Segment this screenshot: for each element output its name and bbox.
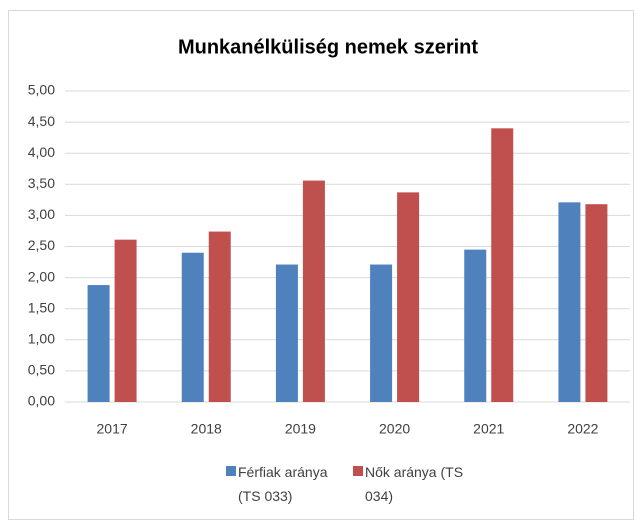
x-tick-label: 2022 (567, 421, 598, 437)
legend-swatch (353, 466, 363, 476)
bar (181, 252, 204, 402)
y-tick-label: 5,00 (28, 82, 55, 98)
y-tick-label: 1,00 (28, 331, 55, 347)
bar (87, 285, 110, 402)
chart-title: Munkanélküliség nemek szerint (178, 36, 478, 58)
bar (491, 128, 514, 402)
bar (558, 202, 581, 402)
bar (208, 231, 231, 402)
x-tick-label: 2020 (379, 421, 410, 437)
legend-swatch (226, 466, 236, 476)
legend-label: Férfiak aránya (TS 033) (238, 464, 328, 504)
y-tick-label: 4,50 (28, 113, 55, 129)
y-tick-label: 2,00 (28, 268, 55, 284)
bar (397, 192, 420, 402)
bar (114, 239, 137, 402)
legend-label: Nők aránya (TS 034) (365, 464, 464, 504)
y-tick-label: 0,00 (28, 393, 55, 409)
y-tick-label: 1,50 (28, 299, 55, 315)
y-tick-label: 3,50 (28, 175, 55, 191)
y-tick-label: 2,50 (28, 237, 55, 253)
bar (370, 264, 393, 402)
x-tick-label: 2017 (97, 421, 128, 437)
x-tick-label: 2018 (191, 421, 222, 437)
bar (585, 204, 608, 402)
bar (464, 249, 487, 402)
y-tick-label: 4,00 (28, 144, 55, 160)
y-tick-label: 3,00 (28, 206, 55, 222)
x-tick-label: 2021 (473, 421, 504, 437)
bar (302, 180, 325, 402)
x-tick-label: 2019 (285, 421, 316, 437)
bar (275, 264, 298, 402)
y-tick-label: 0,50 (28, 362, 55, 378)
